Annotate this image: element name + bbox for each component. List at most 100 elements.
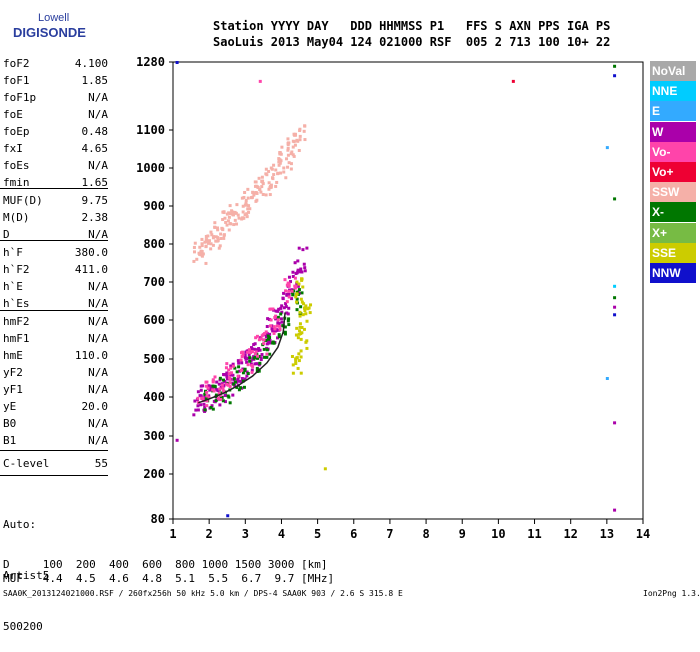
- trace-point: [204, 245, 208, 249]
- trace-point: [276, 318, 280, 322]
- trace-point: [297, 332, 301, 336]
- trace-point: [232, 223, 236, 227]
- trace-point: [284, 302, 288, 306]
- param-name: hmF2: [3, 315, 30, 328]
- trace-point: [243, 367, 247, 371]
- trace-point: [282, 170, 286, 174]
- trace-point: [228, 381, 232, 385]
- trace-point: [203, 405, 207, 409]
- trace-point: [254, 336, 258, 340]
- param-name: D: [3, 228, 10, 241]
- logo-digisonde: DIGISONDE: [13, 25, 86, 40]
- trace-point: [224, 393, 228, 397]
- trace-point: [236, 374, 240, 378]
- scatter-point: [613, 305, 617, 309]
- param-value: N/A: [88, 280, 108, 293]
- trace-point: [287, 161, 291, 165]
- trace-point: [297, 288, 301, 292]
- param-fof2: foF2 4.100: [0, 55, 108, 72]
- trace-point: [258, 361, 262, 365]
- trace-point: [237, 365, 241, 369]
- trace-point: [227, 215, 231, 219]
- param-value: N/A: [88, 383, 108, 396]
- param-name: foE: [3, 108, 23, 121]
- param-value: N/A: [88, 228, 108, 241]
- trace-point: [231, 393, 235, 397]
- trace-point: [297, 246, 301, 250]
- trace-point: [264, 172, 268, 176]
- x-tick-label: 10: [491, 527, 505, 541]
- trace-point: [269, 307, 273, 311]
- trace-point: [252, 193, 256, 197]
- trace-point: [290, 150, 294, 154]
- trace-point: [265, 348, 269, 352]
- trace-point: [241, 216, 245, 220]
- trace-point: [295, 290, 299, 294]
- trace-point: [291, 153, 295, 157]
- trace-point: [217, 382, 221, 386]
- trace-point: [205, 404, 209, 408]
- trace-point: [248, 359, 252, 363]
- trace-point: [298, 129, 302, 133]
- trace-point: [196, 396, 200, 400]
- trace-point: [261, 182, 265, 186]
- trace-point: [237, 379, 241, 383]
- trace-point: [209, 230, 213, 234]
- trace-point: [265, 352, 269, 356]
- scatter-point: [511, 79, 515, 83]
- param-foes: foEs N/A: [0, 157, 108, 174]
- trace-point: [272, 163, 276, 167]
- trace-point: [273, 316, 277, 320]
- trace-point: [237, 388, 241, 392]
- param-fxi: fxI 4.65: [0, 140, 108, 157]
- trace-point: [255, 191, 259, 195]
- legend-sse: SSE: [650, 242, 696, 263]
- scatter-point: [258, 79, 262, 83]
- trace-point: [305, 246, 309, 250]
- trace-point: [308, 311, 312, 315]
- trace-point: [219, 397, 223, 401]
- x-tick-label: 13: [600, 527, 614, 541]
- param-name: yE: [3, 400, 17, 413]
- x-tick-label: 9: [459, 527, 466, 541]
- trace-point: [228, 204, 232, 208]
- trace-point: [280, 145, 284, 149]
- trace-point: [247, 353, 251, 357]
- trace-point: [297, 352, 301, 356]
- trace-point: [273, 327, 277, 331]
- trace-point: [206, 234, 210, 238]
- trace-point: [300, 326, 304, 330]
- trace-point: [240, 196, 244, 200]
- trace-point: [291, 274, 295, 278]
- trace-point: [259, 358, 263, 362]
- param-md: M(D) 2.38: [0, 209, 108, 226]
- trace-point: [302, 262, 306, 266]
- trace-point: [268, 193, 272, 197]
- legend-x: X+: [650, 222, 696, 243]
- trace-point: [266, 317, 270, 321]
- trace-point: [223, 400, 227, 404]
- trace-point: [203, 392, 207, 396]
- trace-point: [217, 246, 221, 250]
- param-name: foEs: [3, 159, 30, 172]
- trace-point: [285, 300, 289, 304]
- trace-point: [235, 370, 239, 374]
- trace-point: [229, 366, 233, 370]
- trace-point: [211, 407, 215, 411]
- trace-point: [222, 233, 226, 237]
- trace-point: [290, 297, 294, 301]
- trace-point: [228, 385, 232, 389]
- trace-point: [295, 138, 299, 142]
- scaled-trace: [198, 312, 286, 404]
- param-value: 20.0: [81, 400, 109, 413]
- param-name: h`E: [3, 280, 23, 293]
- trace-point: [264, 167, 268, 171]
- trace-point: [216, 389, 220, 393]
- trace-point: [294, 295, 298, 299]
- auto-code: 500200: [3, 620, 43, 633]
- trace-point: [205, 394, 209, 398]
- trace-point: [280, 320, 284, 324]
- trace-point: [219, 391, 223, 395]
- x-tick-label: 6: [350, 527, 357, 541]
- param-name: h`F2: [3, 263, 30, 276]
